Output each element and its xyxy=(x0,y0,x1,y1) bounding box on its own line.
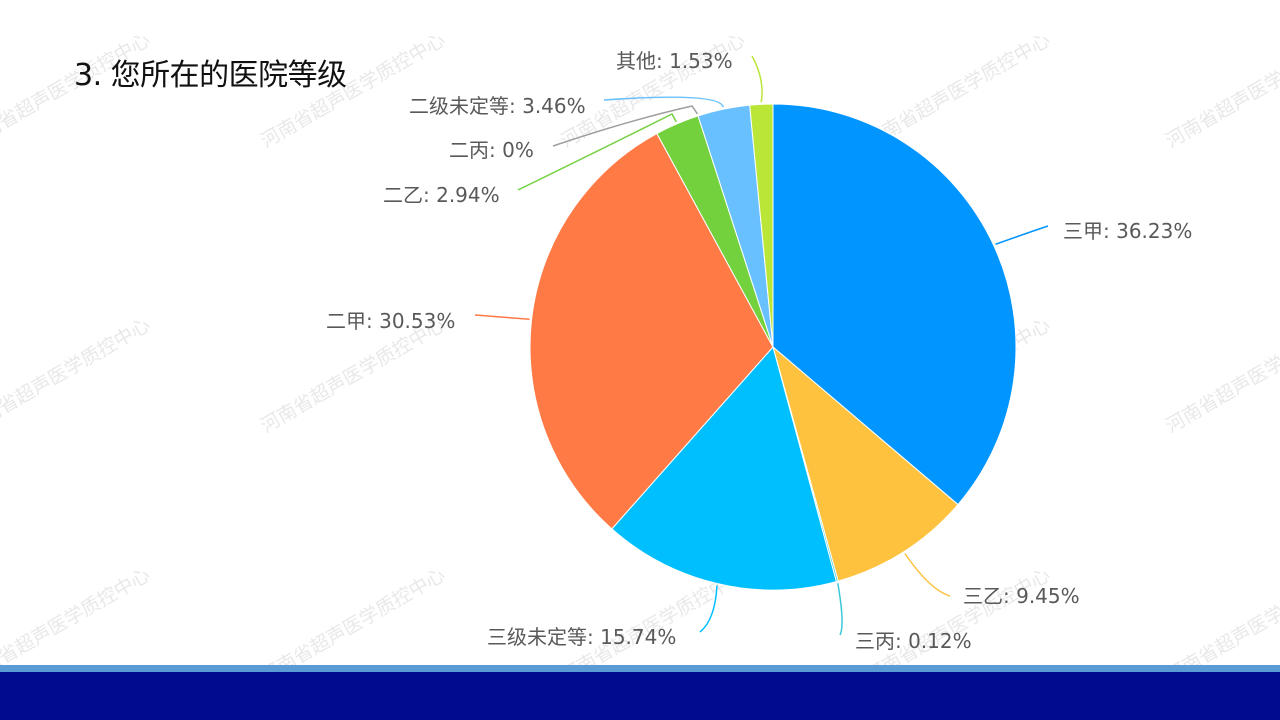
slide-title: 3. 您所在的医院等级 xyxy=(74,58,347,93)
leader-line xyxy=(517,113,677,191)
leader-line xyxy=(904,553,951,597)
leader-line xyxy=(552,105,699,147)
leader-line xyxy=(995,225,1049,245)
slice-label: 三丙: 0.12% xyxy=(855,629,972,653)
slice-label: 三级未定等: 15.74% xyxy=(487,625,676,649)
slice-label: 二乙: 2.94% xyxy=(383,183,500,207)
slice-label: 二丙: 0% xyxy=(449,138,534,162)
pie-chart: 三甲: 36.23% 三乙: 9.45% 三丙: 0.12% 三级未定等: 15.74… xyxy=(326,49,1192,653)
leader-line xyxy=(751,55,763,103)
leader-line xyxy=(603,96,724,108)
leader-line xyxy=(837,583,843,636)
footer-accent-bar xyxy=(0,665,1280,672)
slice-label: 其他: 1.53% xyxy=(616,49,733,73)
pie-slice xyxy=(772,103,1017,506)
slice-label: 二级未定等: 3.46% xyxy=(409,94,586,118)
pie-slice xyxy=(529,132,774,530)
leader-line xyxy=(699,585,718,633)
pie-slice xyxy=(772,345,959,582)
pie-slice xyxy=(749,103,774,348)
pie-slice xyxy=(611,345,837,591)
footer-bar xyxy=(0,672,1280,720)
slice-label: 二甲: 30.53% xyxy=(326,309,455,333)
slice-label: 三乙: 9.45% xyxy=(963,584,1080,608)
leader-line xyxy=(474,314,530,321)
slice-label: 三甲: 36.23% xyxy=(1063,219,1192,243)
